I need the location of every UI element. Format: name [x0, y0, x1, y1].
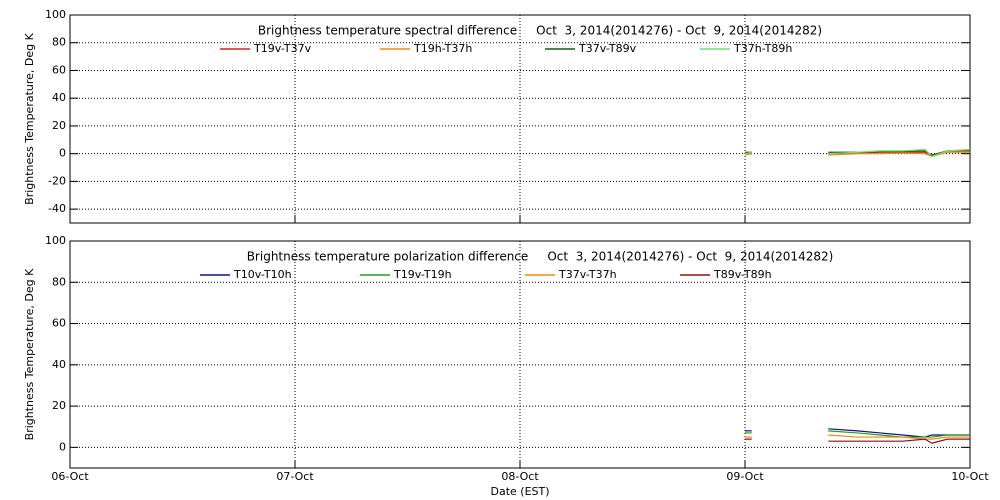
plot-frame: [69, 240, 971, 469]
x-tick-label: 10-Oct: [951, 470, 989, 483]
series-line: [744, 153, 752, 156]
legend-label: T37h-T89h: [733, 42, 792, 55]
x-tick-label: 09-Oct: [726, 470, 764, 483]
y-tick-label: 20: [52, 119, 66, 132]
legend-label: T19v-T19h: [393, 268, 452, 281]
series-line: [828, 438, 970, 444]
y-tick-label: 60: [52, 63, 66, 76]
y-tick-label: -20: [48, 174, 66, 187]
legend-label: T37v-T89v: [578, 42, 637, 55]
series-line: [828, 151, 970, 158]
x-tick-label: 06-Oct: [51, 470, 89, 483]
y-tick-label: 0: [59, 147, 66, 160]
y-tick-label: 40: [52, 91, 66, 104]
x-tick-label: 08-Oct: [501, 470, 539, 483]
y-tick-label: 60: [52, 317, 66, 330]
series-line: [744, 151, 752, 155]
legend-label: T19v-T37v: [253, 42, 312, 55]
y-tick-label: 40: [52, 358, 66, 371]
y-tick-label: 0: [59, 440, 66, 453]
y-tick-label: 100: [45, 234, 66, 247]
legend-label: T89v-T89h: [713, 268, 772, 281]
y-tick-label: 80: [52, 36, 66, 49]
y-tick-label: 20: [52, 399, 66, 412]
chart-title: Brightness temperature polarization diff…: [247, 250, 834, 264]
y-tick-label: 80: [52, 275, 66, 288]
series-line: [828, 430, 970, 438]
y-tick-label: -40: [48, 202, 66, 215]
y-axis-label: Brightness Temperature, Deg K: [23, 268, 36, 440]
plot-frame: [69, 14, 971, 224]
legend-label: T37v-T37h: [558, 268, 617, 281]
legend-label: T19h-T37h: [413, 42, 472, 55]
series-line: [828, 434, 970, 440]
y-axis-label: Brightness Temperature, Deg K: [23, 32, 36, 204]
x-tick-label: 07-Oct: [276, 470, 314, 483]
chart-title: Brightness temperature spectral differen…: [258, 24, 822, 38]
legend-label: T10v-T10h: [233, 268, 292, 281]
series-line: [828, 148, 971, 158]
x-axis-label: Date (EST): [490, 485, 549, 498]
y-tick-label: 100: [45, 8, 66, 21]
